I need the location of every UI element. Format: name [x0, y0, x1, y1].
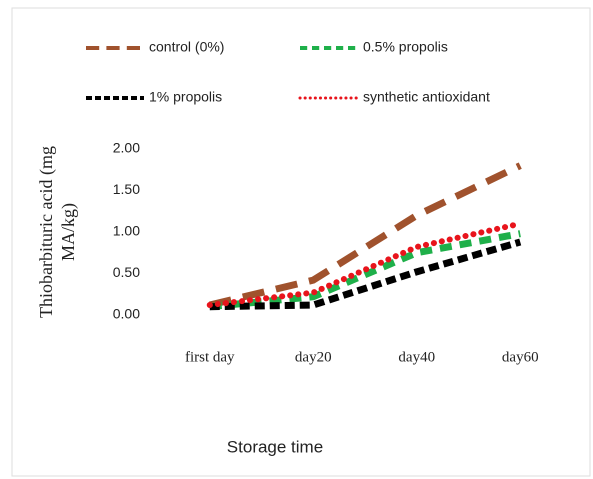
legend-label: control (0%)	[149, 39, 224, 55]
legend-label: 0.5% propolis	[363, 39, 448, 55]
x-tick-label: day40	[398, 349, 435, 365]
series-line	[206, 220, 524, 309]
y-tick-label: 0.00	[113, 306, 140, 322]
x-axis-label: Storage time	[227, 437, 323, 456]
x-tick-label: day20	[295, 349, 332, 365]
y-axis-label: Thiobarbituric acid (mg	[36, 146, 57, 318]
frame	[11, 7, 591, 477]
y-tick-label: 0.50	[113, 264, 140, 280]
series-line	[208, 162, 522, 309]
y-tick-label: 2.00	[113, 140, 140, 156]
legend-label: 1% propolis	[149, 89, 222, 105]
y-tick-label: 1.50	[113, 181, 140, 197]
x-tick-label: first day	[185, 349, 235, 365]
series-line	[209, 230, 521, 311]
x-tick-label: day60	[502, 349, 539, 365]
y-tick-label: 1.00	[113, 223, 140, 239]
series-line	[209, 238, 522, 311]
y-axis-label: MA/kg)	[58, 203, 79, 261]
legend-label: synthetic antioxidant	[363, 89, 490, 105]
